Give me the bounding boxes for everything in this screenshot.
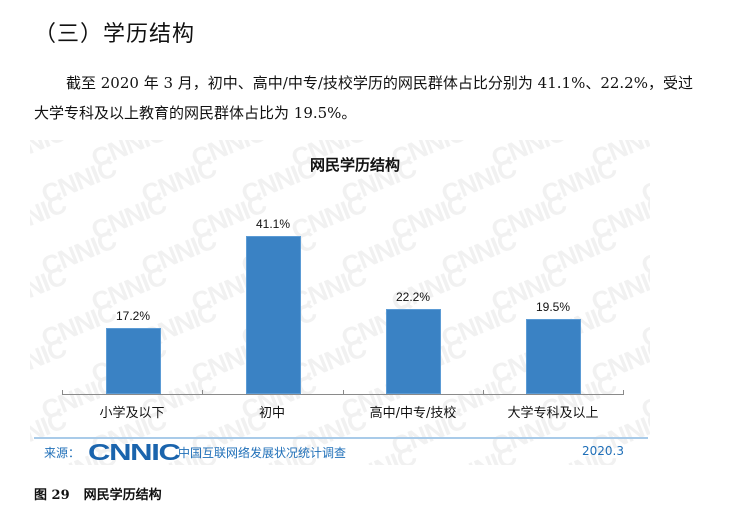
bar-value-label: 17.2% xyxy=(115,308,151,323)
watermark-text: CNNIC xyxy=(37,224,120,282)
watermark-text: CNNIC xyxy=(587,260,650,318)
category-label: 初中 xyxy=(258,406,285,421)
source-divider xyxy=(34,437,648,439)
bar-primary-or-below xyxy=(106,327,161,394)
category-label: 大学专科及以上 xyxy=(507,406,599,421)
bar-college-or-above xyxy=(526,319,581,394)
watermark-text: CNNIC xyxy=(637,441,650,465)
watermark-text: CNNIC xyxy=(587,188,650,246)
x-axis-tick xyxy=(62,390,63,395)
watermark-text: CNNIC xyxy=(30,188,70,246)
survey-name: 中国互联网络发展状况统计调查 xyxy=(178,446,347,460)
watermark-text: CNNIC xyxy=(487,188,570,246)
watermark-text: CNNIC xyxy=(637,368,650,426)
chart-title: 网民学历结构 xyxy=(309,156,400,174)
watermark-text: CNNIC xyxy=(30,260,70,318)
source-row: 来源： CNNIC 中国互联网络发展状况统计调查 2020.3 xyxy=(44,439,624,465)
watermark-text: CNNIC xyxy=(387,188,470,246)
watermark-text: CNNIC xyxy=(30,332,70,390)
bar-value-label: 22.2% xyxy=(395,289,431,304)
cnnic-logo: CNNIC xyxy=(88,439,181,465)
source-label: 来源： xyxy=(44,446,81,460)
figure-number: 图 29 xyxy=(34,488,70,503)
bar-senior-high-vocational xyxy=(386,308,441,394)
watermark-text: CNNIC xyxy=(637,224,650,282)
watermark-text: CNNIC xyxy=(337,224,420,282)
watermark-text: CNNIC xyxy=(437,296,520,354)
bar-value-label: 19.5% xyxy=(535,300,571,315)
x-axis-tick xyxy=(623,390,624,395)
watermark-text: CNNIC xyxy=(537,224,620,282)
watermark-text: CNNIC xyxy=(637,296,650,354)
category-label: 高中/中专/技校 xyxy=(369,406,457,421)
figure-caption: 图 29 网民学历结构 xyxy=(34,484,162,503)
category-label: 小学及以下 xyxy=(99,406,165,421)
source-date: 2020.3 xyxy=(582,444,624,458)
watermark-text: CNNIC xyxy=(87,188,170,246)
watermark-text: CNNIC xyxy=(587,332,650,390)
section-title: （三）学历结构 xyxy=(34,22,196,47)
figure-title: 网民学历结构 xyxy=(83,488,162,503)
x-axis-tick xyxy=(343,390,344,395)
bar-chart: CNNIC CNNIC CNNIC CNNIC CNNIC CNNIC CNNIC CNNIC… xyxy=(30,140,650,465)
body-paragraph: 截至 2020 年 3 月，初中、高中/中专/技校学历的网民群体占比分别为 41… xyxy=(34,74,693,122)
x-axis-tick xyxy=(483,390,484,395)
bar-junior-high xyxy=(246,236,301,394)
watermark-text: CNNIC xyxy=(437,224,520,282)
x-axis-tick xyxy=(202,390,203,395)
watermark-text: CNNIC xyxy=(137,224,220,282)
bar-value-label: 41.1% xyxy=(255,217,291,232)
